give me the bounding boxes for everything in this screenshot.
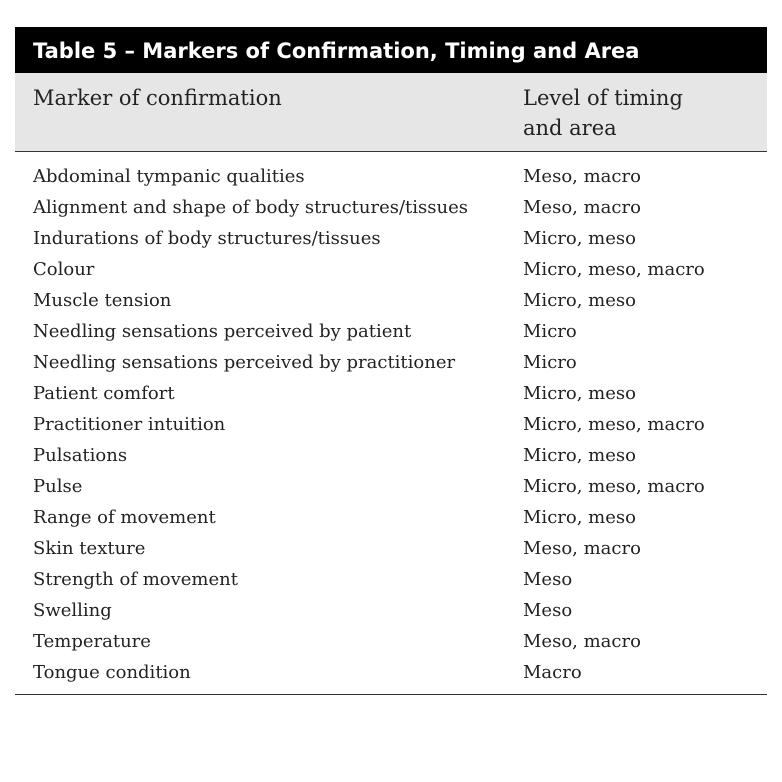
level-cell: Macro: [523, 657, 767, 695]
marker-cell: Colour: [33, 259, 95, 280]
table-row: Muscle tension Micro, meso: [15, 285, 767, 316]
table-row: Needling sensations perceived by patient…: [15, 316, 767, 347]
level-cell: Micro: [523, 321, 577, 342]
table-row: Alignment and shape of body structures/t…: [15, 192, 767, 223]
marker-cell: Patient comfort: [33, 383, 175, 404]
marker-cell: Muscle tension: [33, 290, 172, 311]
header-cell: Marker of confirmation: [15, 73, 523, 152]
level-cell: Meso, macro: [523, 166, 641, 187]
table-body: Abdominal tympanic qualities Meso, macro A…: [15, 152, 767, 695]
table-row: Range of movement Micro, meso: [15, 502, 767, 533]
table-row: Pulse Micro, meso, macro: [15, 471, 767, 502]
table-row: Swelling Meso: [15, 595, 767, 626]
table-row: Abdominal tympanic qualities Meso, macro: [15, 152, 767, 193]
marker-cell: Pulsations: [33, 445, 128, 466]
marker-cell: Temperature: [33, 631, 151, 652]
table-row: Needling sensations perceived by practit…: [15, 347, 767, 378]
table-container: Table 5 – Markers of Confirmation, Timin…: [15, 27, 767, 695]
header-row: Marker of confirmation Level of timing a…: [15, 73, 767, 152]
header-cell: Level of timing and area: [523, 73, 767, 152]
level-cell: Micro, meso, macro: [523, 259, 705, 280]
level-cell: Micro, meso, macro: [523, 476, 705, 497]
level-cell: Micro, meso: [523, 445, 636, 466]
level-cell: Micro, meso: [523, 290, 636, 311]
marker-cell: Skin texture: [33, 538, 146, 559]
level-cell: Meso, macro: [523, 197, 641, 218]
marker-cell: Abdominal tympanic qualities: [33, 166, 305, 187]
marker-cell: Indurations of body structures/tissues: [33, 228, 381, 249]
marker-cell: Range of movement: [33, 507, 216, 528]
table-row: Temperature Meso, macro: [15, 626, 767, 657]
table-row: Skin texture Meso, macro: [15, 533, 767, 564]
table-row: Tongue condition Macro: [15, 657, 767, 695]
level-cell: Meso, macro: [523, 538, 641, 559]
table: Marker of confirmation Level of timing a…: [15, 73, 767, 695]
marker-cell: Pulse: [33, 476, 83, 497]
level-cell: Micro: [523, 352, 577, 373]
level-cell: Meso: [523, 569, 573, 590]
table-row: Practitioner intuition Micro, meso, macro: [15, 409, 767, 440]
level-cell: Micro, meso, macro: [523, 414, 705, 435]
marker-cell: Swelling: [33, 600, 112, 621]
table-row: Indurations of body structures/tissues Mi…: [15, 223, 767, 254]
level-cell: Micro, meso: [523, 383, 636, 404]
marker-cell: Needling sensations perceived by practit…: [33, 352, 456, 373]
marker-cell: Tongue condition: [15, 657, 523, 695]
marker-cell: Alignment and shape of body structures/t…: [33, 197, 468, 218]
table-row: Strength of movement Meso: [15, 564, 767, 595]
level-cell: Micro, meso: [523, 507, 636, 528]
marker-cell: Practitioner intuition: [33, 414, 226, 435]
table-row: Colour Micro, meso, macro: [15, 254, 767, 285]
marker-cell: Strength of movement: [33, 569, 238, 590]
level-cell: Meso, macro: [523, 631, 641, 652]
table-row: Patient comfort Micro, meso: [15, 378, 767, 409]
marker-cell: Needling sensations perceived by patient: [33, 321, 412, 342]
table-header: Marker of confirmation Level of timing a…: [15, 73, 767, 152]
table-row: Pulsations Micro, meso: [15, 440, 767, 471]
level-cell: Meso: [523, 600, 573, 621]
table-title: Table 5 – Markers of Confirmation, Timin…: [15, 27, 767, 73]
level-cell: Micro, meso: [523, 228, 636, 249]
